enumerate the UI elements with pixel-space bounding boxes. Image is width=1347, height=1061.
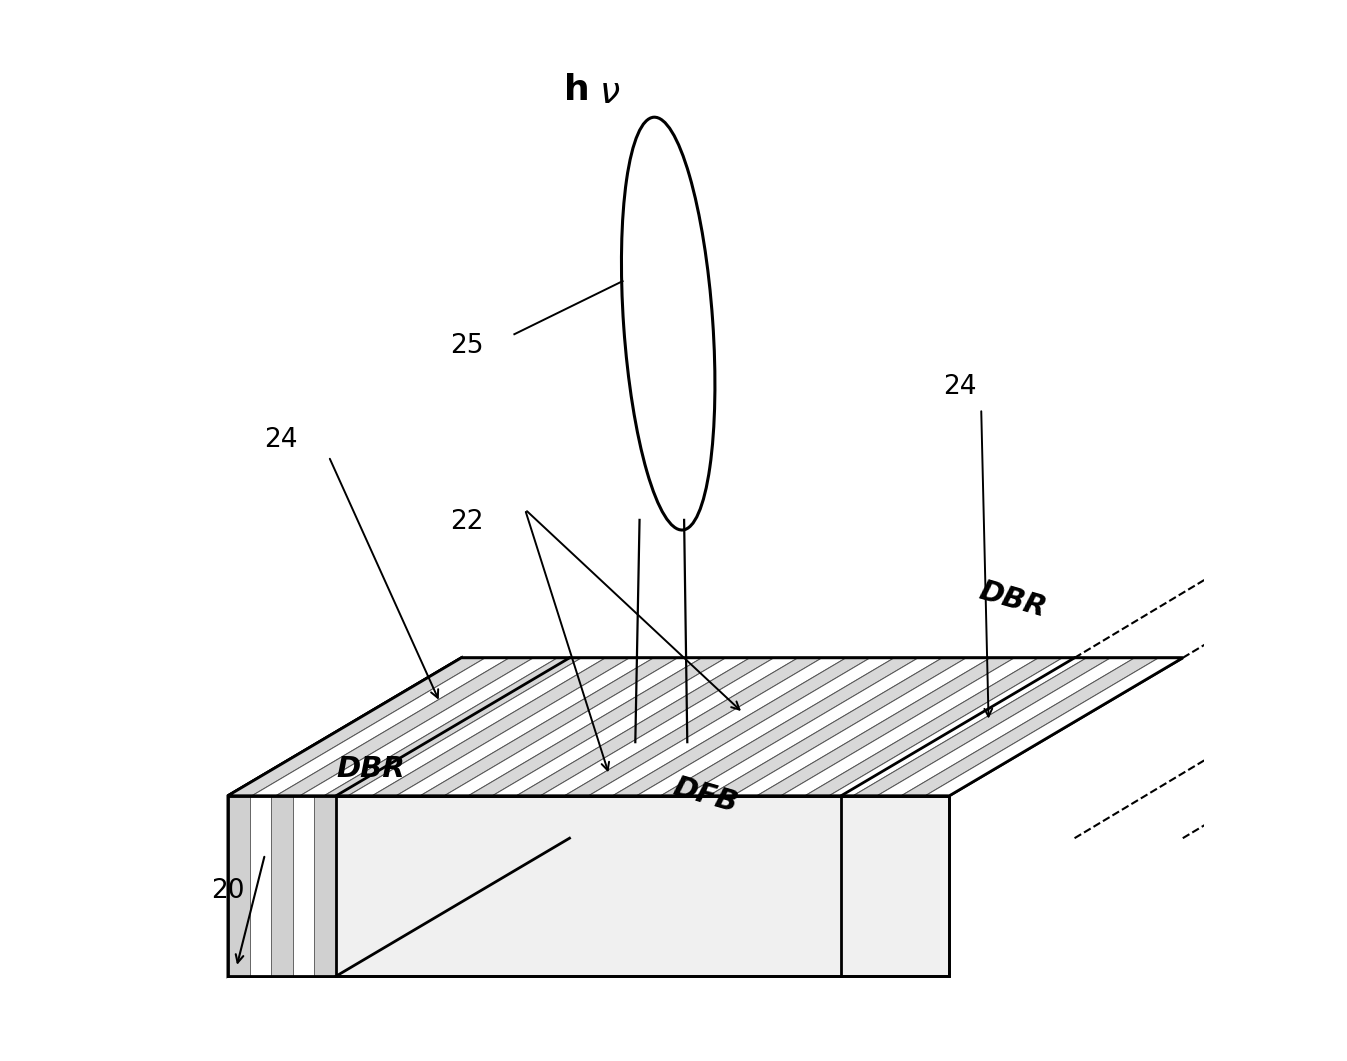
Polygon shape xyxy=(757,658,1014,796)
Polygon shape xyxy=(252,658,509,796)
Polygon shape xyxy=(540,658,797,796)
Polygon shape xyxy=(228,796,249,976)
Polygon shape xyxy=(516,658,775,796)
Polygon shape xyxy=(493,658,750,796)
Polygon shape xyxy=(228,658,485,796)
Text: 24: 24 xyxy=(943,375,977,400)
Polygon shape xyxy=(292,796,314,976)
Polygon shape xyxy=(781,658,1039,796)
Polygon shape xyxy=(276,658,533,796)
Text: 24: 24 xyxy=(264,428,298,453)
Polygon shape xyxy=(853,658,1111,796)
Polygon shape xyxy=(396,658,653,796)
Polygon shape xyxy=(684,658,943,796)
Polygon shape xyxy=(806,658,1063,796)
Text: 22: 22 xyxy=(450,509,484,535)
Text: $\mathbf{h}$: $\mathbf{h}$ xyxy=(563,73,589,107)
Text: $\nu$: $\nu$ xyxy=(599,76,621,110)
Polygon shape xyxy=(564,658,822,796)
Polygon shape xyxy=(249,796,271,976)
Polygon shape xyxy=(420,658,678,796)
Polygon shape xyxy=(733,658,990,796)
Polygon shape xyxy=(228,658,461,976)
Polygon shape xyxy=(469,658,726,796)
Polygon shape xyxy=(637,658,894,796)
Polygon shape xyxy=(348,658,606,796)
Polygon shape xyxy=(228,796,950,976)
Polygon shape xyxy=(372,658,629,796)
Text: DFB: DFB xyxy=(669,773,741,818)
Polygon shape xyxy=(325,658,582,796)
Polygon shape xyxy=(925,658,1183,796)
Polygon shape xyxy=(613,658,870,796)
Polygon shape xyxy=(300,658,558,796)
Polygon shape xyxy=(271,796,292,976)
Text: 25: 25 xyxy=(450,333,484,359)
Text: DBR: DBR xyxy=(977,576,1049,623)
Text: DBR: DBR xyxy=(337,755,405,783)
Polygon shape xyxy=(589,658,846,796)
Polygon shape xyxy=(661,658,919,796)
Polygon shape xyxy=(445,658,702,796)
Polygon shape xyxy=(228,658,1183,796)
Polygon shape xyxy=(314,796,337,976)
Text: 20: 20 xyxy=(211,879,245,904)
Polygon shape xyxy=(877,658,1134,796)
Polygon shape xyxy=(901,658,1158,796)
Polygon shape xyxy=(830,658,1087,796)
Polygon shape xyxy=(709,658,966,796)
